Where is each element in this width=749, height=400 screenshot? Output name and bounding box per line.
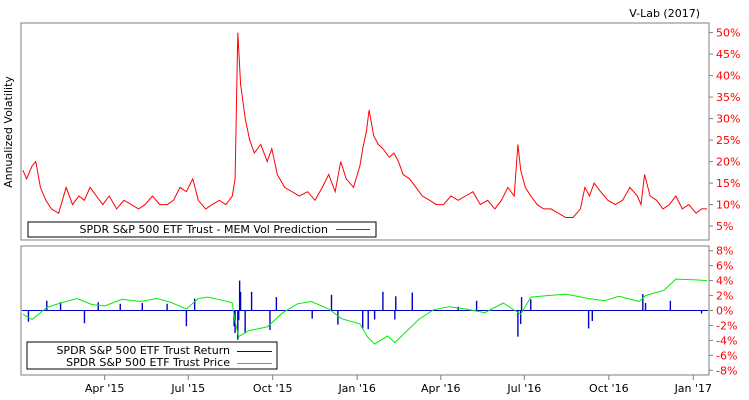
y-tick-label: 5% (716, 220, 733, 233)
y-axis-label: Annualized Volatility (2, 76, 15, 188)
legend-label-vol: SPDR S&P 500 ETF Trust - MEM Vol Predict… (79, 223, 328, 236)
y-tick-label: 40% (716, 70, 740, 83)
x-tick-label: Jul '16 (506, 382, 541, 395)
y-tick-label: 15% (716, 177, 740, 190)
y-tick-label: 2% (716, 290, 733, 303)
y-tick-label: 35% (716, 91, 740, 104)
legend-label-return: SPDR S&P 500 ETF Trust Return (56, 344, 230, 357)
y-tick-label: 25% (716, 134, 740, 147)
y-tick-label: 50% (716, 27, 740, 40)
x-tick-label: Jul '15 (170, 382, 205, 395)
y-tick-label: 20% (716, 156, 740, 169)
y-tick-label: -2% (716, 319, 737, 332)
x-tick-label: Oct '16 (589, 382, 629, 395)
y-tick-label: 4% (716, 275, 733, 288)
y-tick-label: 6% (716, 260, 733, 273)
y-tick-label: 45% (716, 48, 740, 61)
y-tick-label: -4% (716, 334, 737, 347)
legend-label-price: SPDR S&P 500 ETF Trust Price (66, 356, 230, 369)
x-tick-label: Apr '15 (85, 382, 125, 395)
volatility-panel-frame (20, 22, 710, 241)
x-tick-label: Jan '16 (337, 382, 375, 395)
y-tick-label: 0% (716, 305, 733, 318)
vol-series-line (22, 32, 708, 218)
x-tick-label: Jan '17 (674, 382, 712, 395)
y-tick-label: 30% (716, 113, 740, 126)
y-tick-label: -8% (716, 364, 737, 377)
returns-legend: SPDR S&P 500 ETF Trust Return SPDR S&P 5… (26, 341, 278, 370)
price-series-line (22, 278, 708, 345)
credit-label: V-Lab (2017) (629, 7, 700, 20)
x-tick-label: Oct '15 (253, 382, 293, 395)
y-tick-label: 10% (716, 199, 740, 212)
volatility-legend: SPDR S&P 500 ETF Trust - MEM Vol Predict… (27, 221, 377, 238)
y-tick-label: -6% (716, 349, 737, 362)
y-tick-label: 8% (716, 245, 733, 258)
x-tick-label: Apr '16 (421, 382, 461, 395)
